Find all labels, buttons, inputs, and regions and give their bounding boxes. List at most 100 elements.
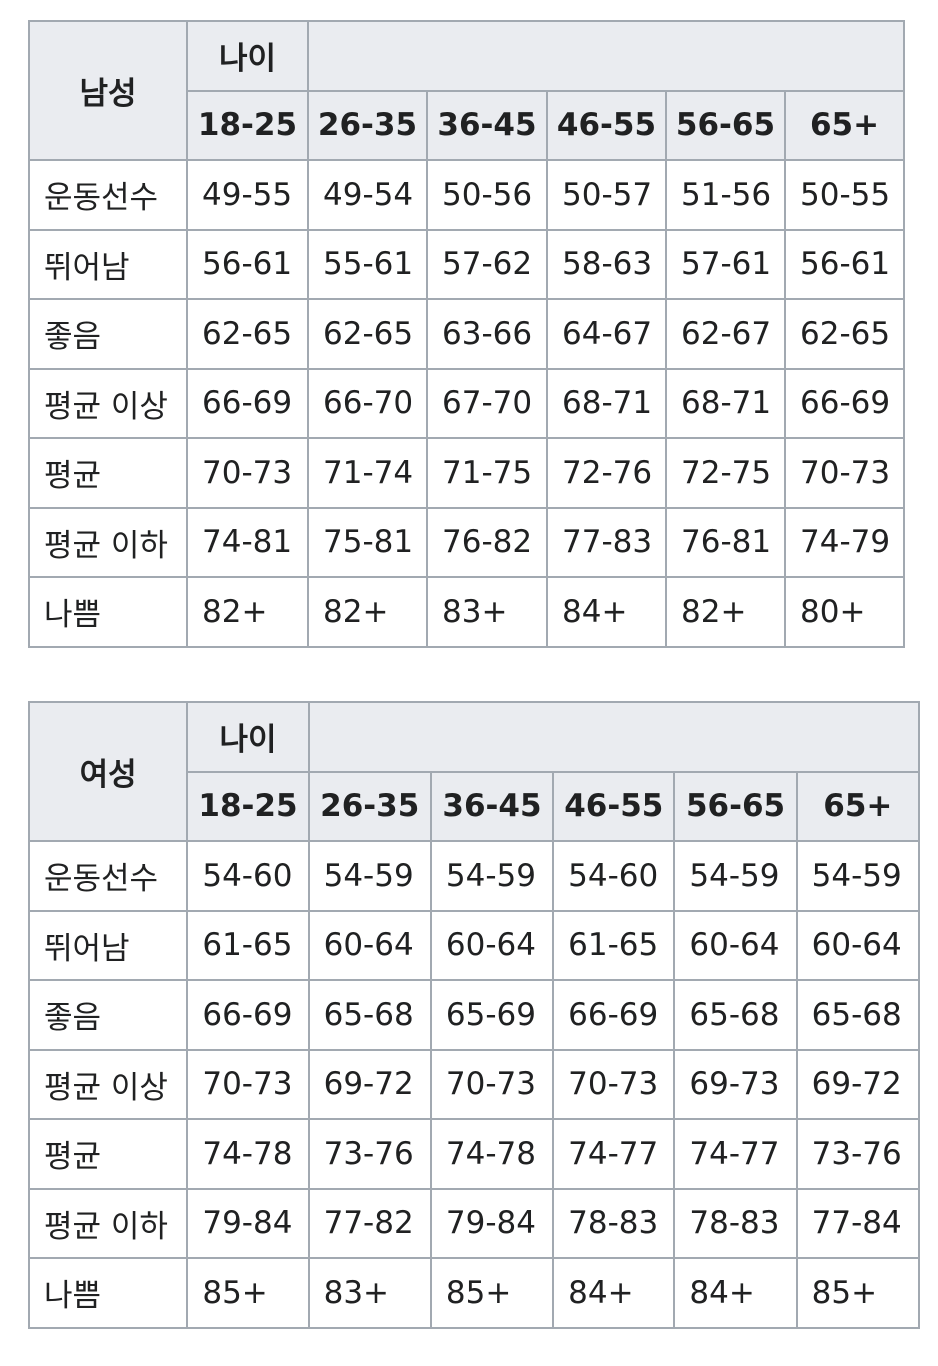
category-cell: 나쁨 xyxy=(28,576,188,648)
header-row-top: 남성 나이 xyxy=(28,20,906,161)
value-cell: 66-69 xyxy=(186,367,309,439)
value-cell: 56-61 xyxy=(186,228,309,300)
value-cell: 70-73 xyxy=(552,1048,676,1120)
value-cell: 67-70 xyxy=(426,367,548,439)
table-row: 평균 이하 79-84 77-82 79-84 78-83 78-83 77-8… xyxy=(27,1187,921,1259)
age-range-header: 56-65 xyxy=(665,89,786,161)
value-cell: 49-54 xyxy=(307,159,428,231)
value-cell: 68-71 xyxy=(546,367,667,439)
value-cell: 54-60 xyxy=(186,840,310,912)
category-cell: 뛰어남 xyxy=(27,909,189,981)
value-cell: 69-72 xyxy=(795,1048,921,1120)
value-cell: 83+ xyxy=(307,1257,432,1329)
category-cell: 운동선수 xyxy=(28,159,188,231)
value-cell: 78-83 xyxy=(552,1187,676,1259)
value-cell: 70-73 xyxy=(186,437,309,509)
value-cell: 73-76 xyxy=(795,1118,921,1190)
value-cell: 69-72 xyxy=(307,1048,432,1120)
value-cell: 79-84 xyxy=(186,1187,310,1259)
value-cell: 65-69 xyxy=(429,979,555,1051)
category-cell: 뛰어남 xyxy=(28,228,188,300)
value-cell: 66-69 xyxy=(552,979,676,1051)
category-cell: 평균 이하 xyxy=(28,506,188,578)
table-row: 평균 이상 70-73 69-72 70-73 70-73 69-73 69-7… xyxy=(27,1048,921,1120)
value-cell: 65-68 xyxy=(673,979,798,1051)
category-cell: 평균 xyxy=(27,1118,189,1190)
value-cell: 58-63 xyxy=(546,228,667,300)
value-cell: 75-81 xyxy=(307,506,428,578)
value-cell: 74-78 xyxy=(186,1118,310,1190)
value-cell: 77-83 xyxy=(546,506,667,578)
value-cell: 82+ xyxy=(665,576,786,648)
value-cell: 56-61 xyxy=(783,228,906,300)
table-row: 운동선수 49-55 49-54 50-56 50-57 51-56 50-55 xyxy=(28,159,906,231)
value-cell: 61-65 xyxy=(552,909,676,981)
value-cell: 54-60 xyxy=(552,840,676,912)
table-row: 좋음 62-65 62-65 63-66 64-67 62-67 62-65 xyxy=(28,298,906,370)
value-cell: 62-67 xyxy=(665,298,786,370)
category-cell: 평균 이상 xyxy=(27,1048,189,1120)
value-cell: 66-69 xyxy=(783,367,906,439)
value-cell: 50-55 xyxy=(783,159,906,231)
age-range-header: 56-65 xyxy=(673,770,798,842)
value-cell: 65-68 xyxy=(307,979,432,1051)
value-cell: 84+ xyxy=(546,576,667,648)
gender-header: 남성 xyxy=(28,20,188,161)
table-row: 뛰어남 56-61 55-61 57-62 58-63 57-61 56-61 xyxy=(28,228,906,300)
female-heart-rate-table: 여성 나이 18-25 26-35 36-45 46-55 56-65 65+ … xyxy=(27,701,921,1329)
value-cell: 74-77 xyxy=(673,1118,798,1190)
value-cell: 83+ xyxy=(426,576,548,648)
value-cell: 54-59 xyxy=(307,840,432,912)
age-range-row: 18-25 26-35 36-45 46-55 56-65 65+ xyxy=(29,89,906,161)
age-range-header: 26-35 xyxy=(307,770,432,842)
value-cell: 61-65 xyxy=(186,909,310,981)
value-cell: 82+ xyxy=(186,576,309,648)
age-header: 나이 xyxy=(186,701,310,773)
table-row: 평균 70-73 71-74 71-75 72-76 72-75 70-73 xyxy=(28,437,906,509)
category-cell: 평균 xyxy=(28,437,188,509)
value-cell: 70-73 xyxy=(186,1048,310,1120)
value-cell: 64-67 xyxy=(546,298,667,370)
value-cell: 74-78 xyxy=(429,1118,555,1190)
value-cell: 68-71 xyxy=(665,367,786,439)
age-range-header: 65+ xyxy=(783,89,906,161)
value-cell: 77-82 xyxy=(307,1187,432,1259)
age-range-header: 36-45 xyxy=(426,89,548,161)
value-cell: 66-70 xyxy=(307,367,428,439)
age-header-blank xyxy=(307,701,921,773)
category-cell: 좋음 xyxy=(28,298,188,370)
age-header: 나이 xyxy=(186,20,309,92)
age-header-blank xyxy=(306,20,906,92)
value-cell: 69-73 xyxy=(673,1048,798,1120)
table-row: 나쁨 82+ 82+ 83+ 84+ 82+ 80+ xyxy=(28,576,906,648)
value-cell: 57-61 xyxy=(665,228,786,300)
value-cell: 65-68 xyxy=(795,979,921,1051)
value-cell: 70-73 xyxy=(429,1048,555,1120)
value-cell: 57-62 xyxy=(426,228,548,300)
value-cell: 71-74 xyxy=(307,437,428,509)
value-cell: 60-64 xyxy=(673,909,798,981)
value-cell: 72-76 xyxy=(546,437,667,509)
value-cell: 54-59 xyxy=(673,840,798,912)
category-cell: 평균 이하 xyxy=(27,1187,189,1259)
value-cell: 82+ xyxy=(307,576,428,648)
value-cell: 79-84 xyxy=(429,1187,555,1259)
table-row: 뛰어남 61-65 60-64 60-64 61-65 60-64 60-64 xyxy=(27,909,921,981)
value-cell: 74-79 xyxy=(783,506,906,578)
table-row: 평균 74-78 73-76 74-78 74-77 74-77 73-76 xyxy=(27,1118,921,1190)
value-cell: 60-64 xyxy=(307,909,432,981)
value-cell: 54-59 xyxy=(795,840,921,912)
value-cell: 85+ xyxy=(795,1257,921,1329)
value-cell: 76-81 xyxy=(665,506,786,578)
value-cell: 71-75 xyxy=(426,437,548,509)
category-cell: 나쁨 xyxy=(27,1257,189,1329)
value-cell: 72-75 xyxy=(665,437,786,509)
table-row: 좋음 66-69 65-68 65-69 66-69 65-68 65-68 xyxy=(27,979,921,1051)
age-range-header: 18-25 xyxy=(186,770,310,842)
table-row: 평균 이하 74-81 75-81 76-82 77-83 76-81 74-7… xyxy=(28,506,906,578)
age-range-header: 18-25 xyxy=(186,89,309,161)
value-cell: 62-65 xyxy=(783,298,906,370)
value-cell: 63-66 xyxy=(426,298,548,370)
age-range-header: 36-45 xyxy=(429,770,555,842)
value-cell: 51-56 xyxy=(665,159,786,231)
